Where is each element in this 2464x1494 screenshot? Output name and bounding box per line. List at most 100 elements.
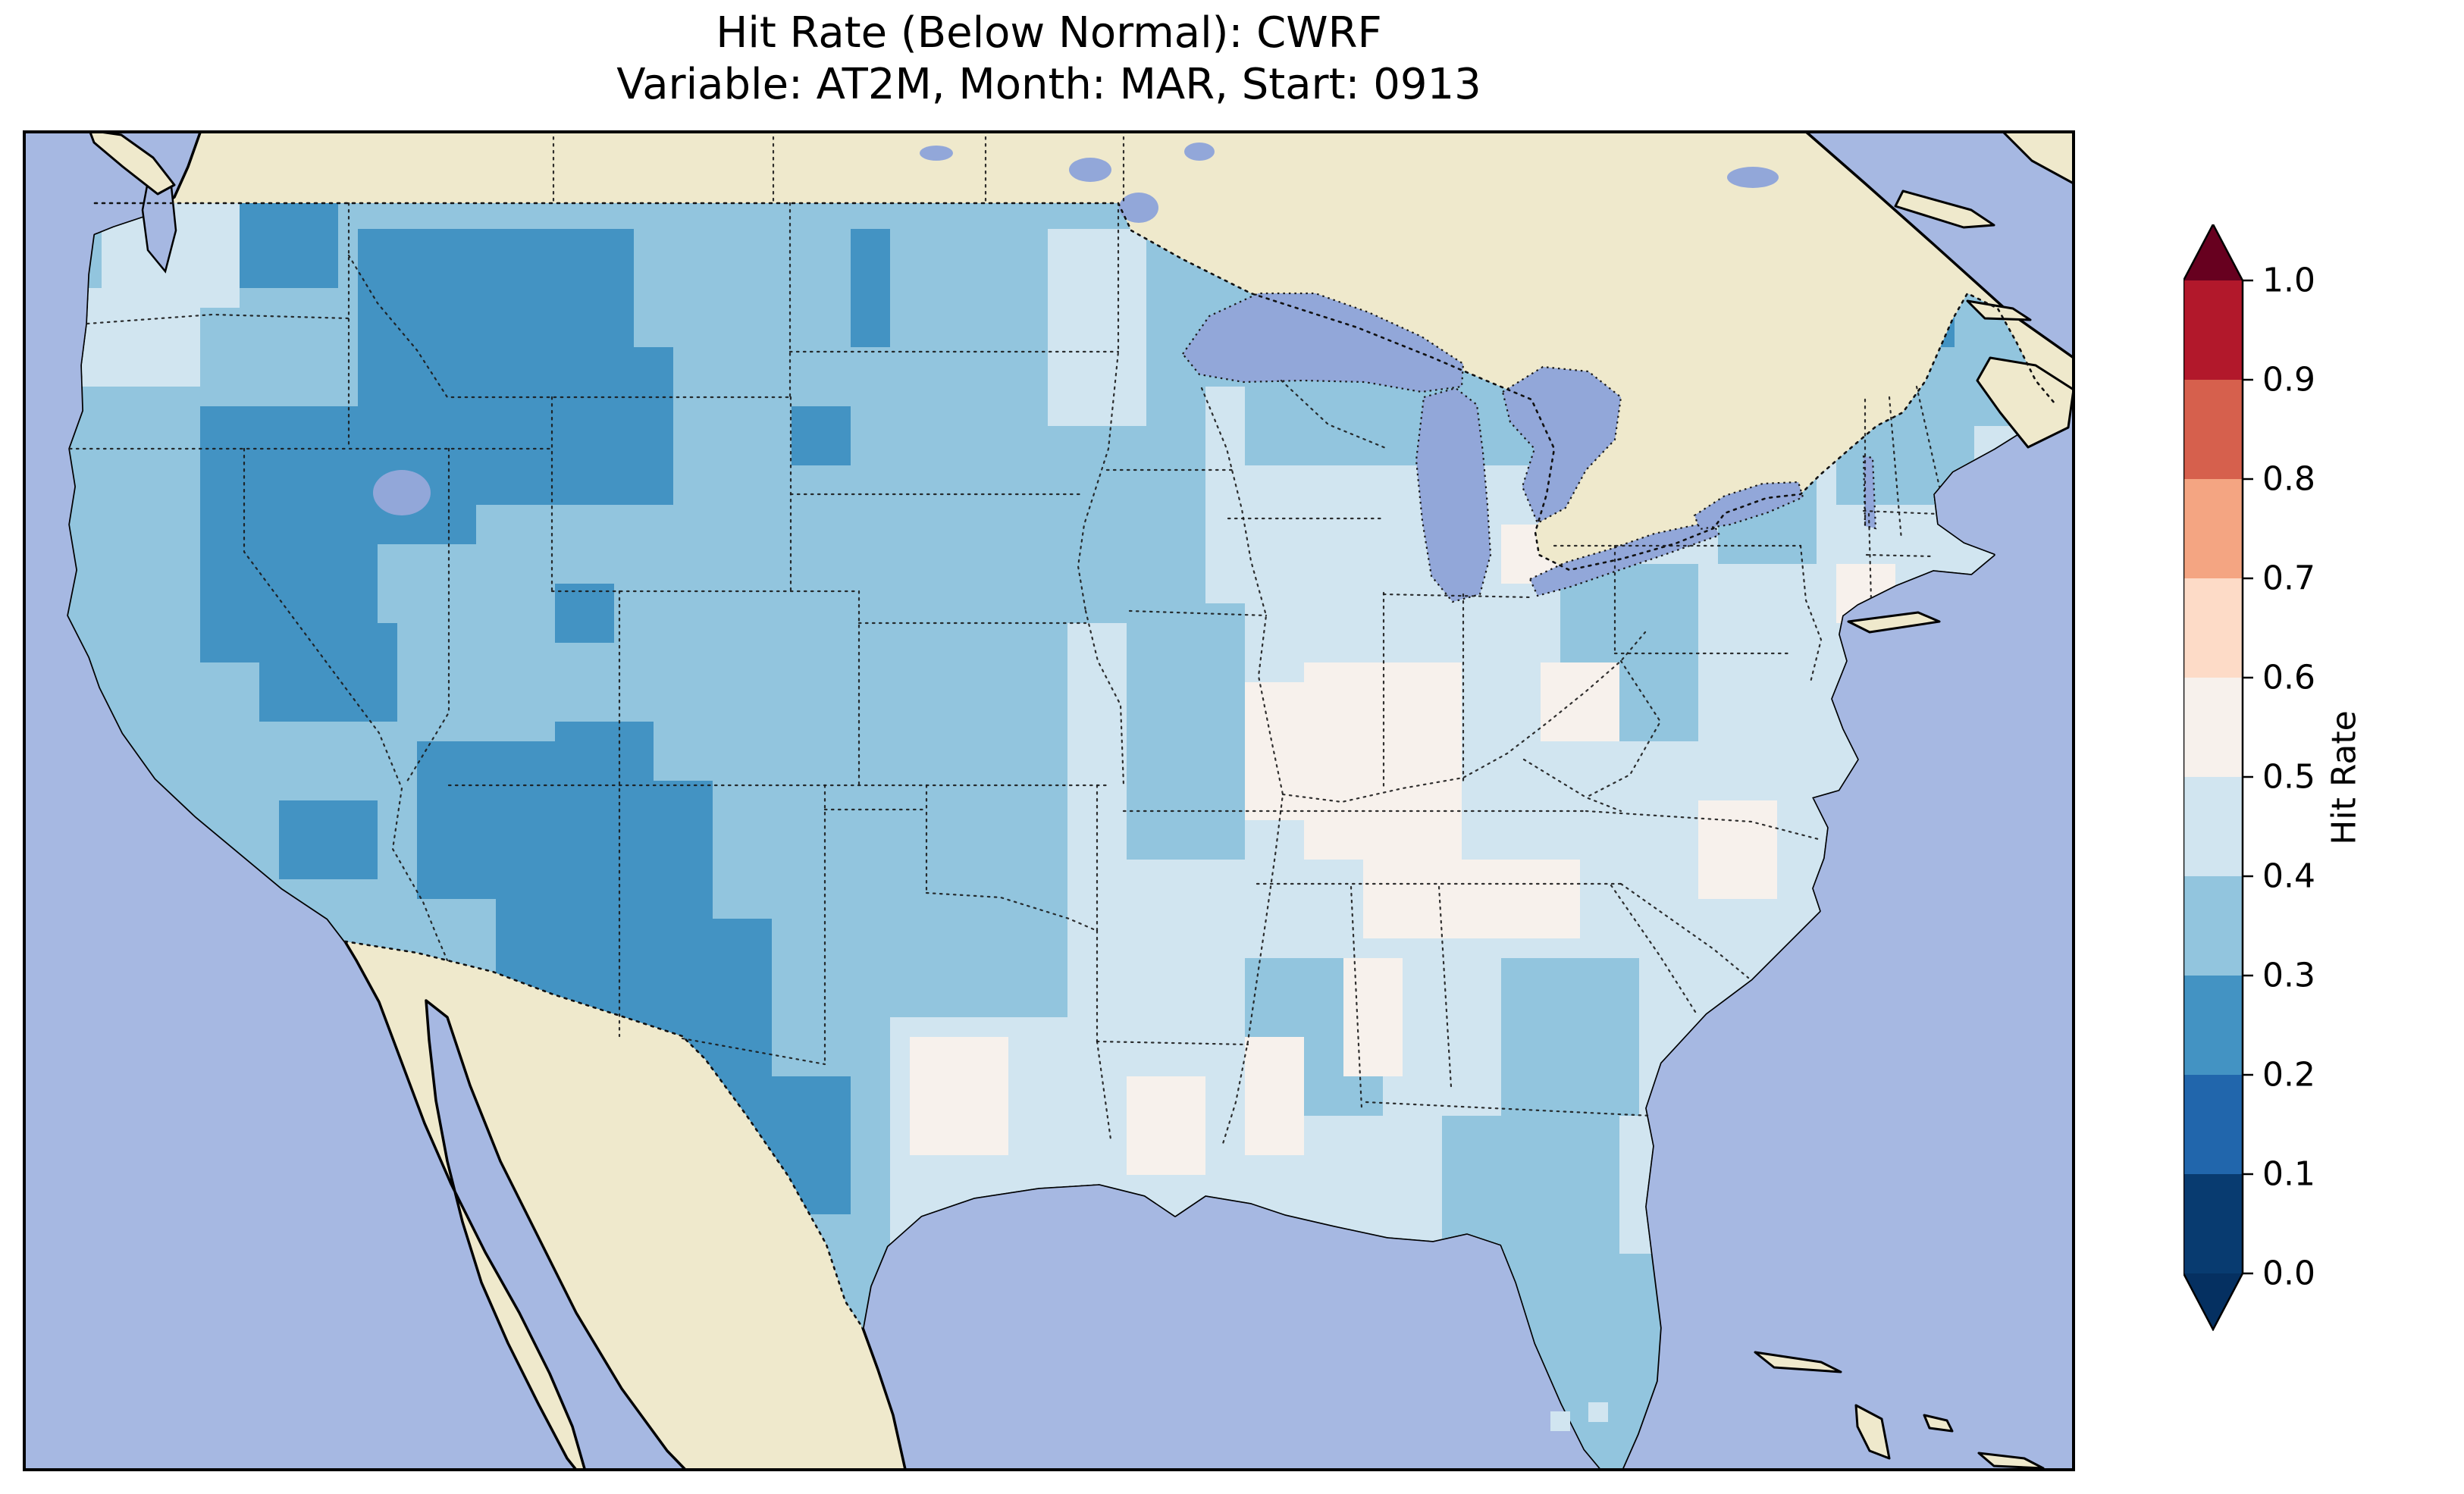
lake xyxy=(1501,365,1622,525)
small-lake xyxy=(1184,143,1215,161)
canada-border xyxy=(93,202,2056,572)
hit-rate-patch xyxy=(68,288,200,387)
state-border-line xyxy=(404,447,450,785)
small-lake xyxy=(1727,167,1779,188)
colorbar-segment xyxy=(2183,280,2243,380)
island xyxy=(1847,611,1941,634)
colorbar-tick-label: 1.0 xyxy=(2262,261,2315,300)
hit-rate-patch xyxy=(1048,229,1146,426)
state-border-line xyxy=(1865,553,1935,558)
state-border-line xyxy=(1610,884,1698,1016)
lake xyxy=(1528,520,1721,597)
colorbar-tick-label: 0.9 xyxy=(2262,360,2315,399)
colorbar-svg xyxy=(2182,222,2253,1332)
colorbar-segment xyxy=(2183,380,2243,479)
hit-rate-patch xyxy=(1245,682,1324,820)
state-border-line xyxy=(925,891,1099,932)
colorbar-segment xyxy=(2183,479,2243,578)
title-line-2: Variable: AT2M, Month: MAR, Start: 0913 xyxy=(616,60,1481,110)
hit-rate-patch xyxy=(1245,1037,1304,1155)
island xyxy=(1854,1404,1891,1460)
map-frame xyxy=(23,130,2075,1471)
island xyxy=(1894,189,1995,229)
state-border-line xyxy=(1437,885,1453,1088)
island xyxy=(88,130,176,196)
colorbar-tick-label: 0.1 xyxy=(2262,1154,2315,1194)
hit-rate-patch xyxy=(1588,1402,1608,1422)
lake xyxy=(1181,292,1465,393)
colorbar-segment xyxy=(2183,976,2243,1075)
state-border-line xyxy=(1365,1101,1653,1117)
hit-rate-patch xyxy=(555,722,654,820)
colorbar: 0.0 0.1 0.2 0.3 0.4 0.5 0.6 0.7 0.8 0.9 1.0 xyxy=(2182,222,2441,1339)
mexico-border xyxy=(343,940,864,1330)
st-lawrence-coastline xyxy=(1803,130,2075,359)
colorbar-axis-label: Hit Rate xyxy=(2324,710,2364,845)
colorbar-tick-label: 0.6 xyxy=(2262,658,2315,697)
figure-title: Hit Rate (Below Normal): CWRF Variable: … xyxy=(23,8,2075,111)
title-line-1: Hit Rate (Below Normal): CWRF xyxy=(716,8,1382,58)
colorbar-segment xyxy=(2183,578,2243,678)
colorbar-under-arrow xyxy=(2183,1273,2243,1330)
hit-rate-patch xyxy=(1343,958,1403,1076)
colorbar-segment xyxy=(2183,876,2243,976)
hit-rate-patch xyxy=(1127,1076,1205,1175)
state-border-line xyxy=(1350,885,1363,1110)
us-hit-rate-map xyxy=(23,130,2075,1471)
colorbar-segment xyxy=(2183,1075,2243,1174)
hit-rate-patch xyxy=(1127,603,1245,860)
colorbar-tick-label: 0.7 xyxy=(2262,559,2315,598)
state-border-line xyxy=(1077,202,1120,612)
gulf-of-st-lawrence xyxy=(1804,130,2074,358)
hit-rate-patch xyxy=(516,347,673,505)
state-border-line xyxy=(1585,810,1823,841)
colorbar-over-arrow xyxy=(2183,224,2243,280)
state-border-line xyxy=(347,254,792,399)
colorbar-tick-label: 0.5 xyxy=(2262,757,2315,797)
lake xyxy=(1415,387,1492,603)
state-border-line xyxy=(1619,882,1750,979)
colorbar-segment xyxy=(2183,1174,2243,1273)
hit-rate-patch xyxy=(851,229,890,347)
hit-rate-patch xyxy=(240,203,338,288)
hit-rate-patch xyxy=(1067,426,1205,623)
hit-rate-patch xyxy=(259,623,397,722)
small-lake xyxy=(1119,193,1158,223)
colorbar-tick-label: 0.4 xyxy=(2262,857,2315,896)
state-border-line xyxy=(1522,758,1622,813)
hit-rate-patch xyxy=(1698,800,1777,899)
state-border-line xyxy=(1084,609,1125,787)
state-border-line xyxy=(1128,609,1268,617)
hit-rate-patch xyxy=(1363,860,1580,938)
great-lakes xyxy=(373,143,1877,603)
island xyxy=(1976,356,2075,449)
colorbar-tick-label: 0.8 xyxy=(2262,459,2315,499)
colorbar-segment xyxy=(2183,678,2243,777)
small-lake xyxy=(920,146,953,161)
island xyxy=(1754,1351,1842,1373)
island xyxy=(1923,1414,1954,1433)
state-border-line xyxy=(1862,509,1939,515)
hit-rate-patch xyxy=(1550,1411,1570,1431)
map-svg xyxy=(23,130,2075,1471)
small-lake xyxy=(1069,158,1111,182)
state-border-line xyxy=(1096,1040,1112,1141)
hit-rate-patch xyxy=(654,781,713,840)
hit-rate-patch xyxy=(1304,662,1462,860)
state-border-line xyxy=(1867,512,1873,602)
state-border-line xyxy=(1281,631,1647,803)
state-border-line xyxy=(1585,659,1662,799)
hit-rate-patch xyxy=(1501,958,1639,1116)
hit-rate-patch xyxy=(279,800,378,879)
state-border-line xyxy=(1799,544,1823,684)
national-borders xyxy=(93,202,2056,1330)
state-borders xyxy=(68,130,1941,1148)
colorbar-tick-label: 0.0 xyxy=(2262,1254,2315,1293)
great-salt-lake xyxy=(373,470,431,515)
state-border-line xyxy=(1096,1040,1249,1046)
hit-rate-patch xyxy=(555,584,614,643)
offshore-cells xyxy=(1550,1402,1608,1431)
colorbar-tick-label: 0.3 xyxy=(2262,956,2315,995)
state-border-line xyxy=(86,313,350,325)
colorbar-segment xyxy=(2183,777,2243,876)
